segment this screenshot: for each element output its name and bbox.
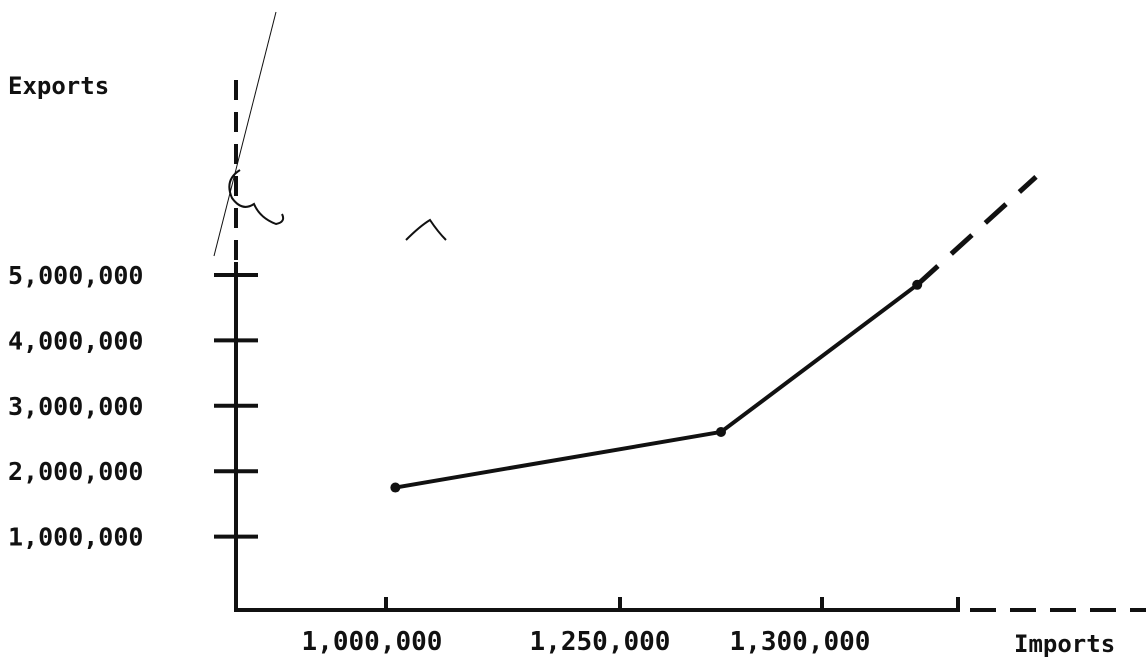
x-tick-label-2: 1,250,000 [530,627,671,657]
x-tick-label-3: 1,300,000 [730,627,871,657]
y-tick-label-5: 5,000,000 [8,261,143,290]
extrapolation-dashed-line [915,175,1038,287]
series-layer [213,11,1038,493]
stray-scribble-mark [228,169,285,226]
stray-pencil-line [213,11,277,257]
y-tick-label-1: 1,000,000 [8,523,143,552]
data-point-2 [716,426,726,437]
y-axis-ticks: 1,000,000 2,000,000 3,000,000 4,000,000 5,00… [8,261,258,552]
y-tick-label-2: 2,000,000 [8,457,143,486]
stray-caret-mark [405,218,447,241]
y-tick-label-4: 4,000,000 [8,326,143,355]
y-axis-title: Exports [8,72,109,100]
data-point-1 [390,482,401,493]
x-tick-label-1: 1,000,000 [302,627,443,657]
series-line [395,283,919,490]
x-axis-title: Imports [1014,630,1115,658]
y-tick-label-3: 3,000,000 [8,392,143,421]
